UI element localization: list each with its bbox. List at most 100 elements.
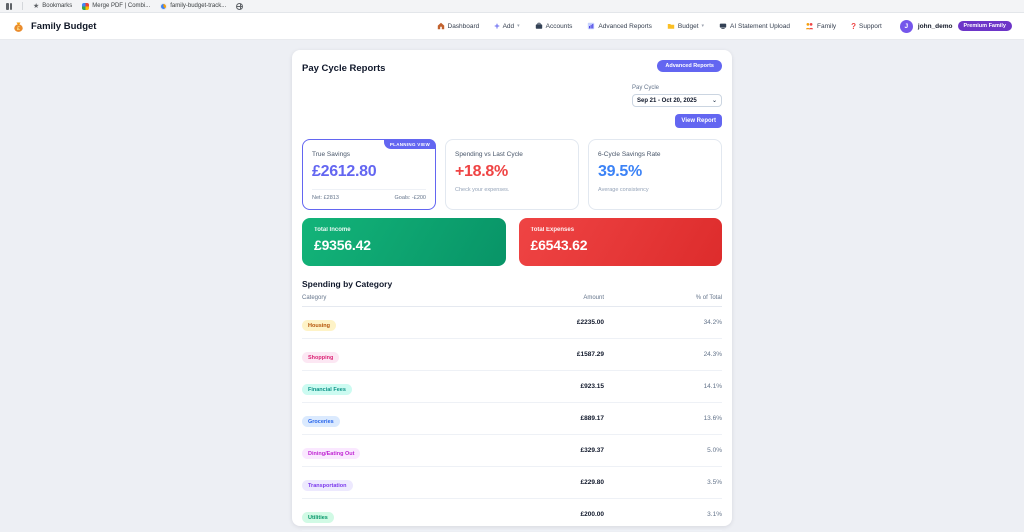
money-bag-logo-icon: £ <box>14 21 23 32</box>
bookmark-bookmarks[interactable]: ★ Bookmarks <box>33 3 72 10</box>
tab-groups-icon[interactable] <box>6 2 12 10</box>
briefcase-icon <box>535 22 542 29</box>
star-icon: ★ <box>33 2 40 10</box>
family-budget-favicon-icon <box>160 2 168 10</box>
amount-cell: £889.17 <box>580 415 605 422</box>
spending-vs-last-cycle-card: Spending vs Last Cycle +18.8% Check your… <box>445 139 579 210</box>
pay-cycle-select[interactable]: Sep 21 - Oct 20, 2025 ⌄ <box>632 94 722 107</box>
nav-add[interactable]: + Add ▾ <box>494 20 520 31</box>
pay-cycle-label: Pay Cycle <box>632 85 660 91</box>
nav-advanced-reports[interactable]: Advanced Reports <box>587 22 652 30</box>
category-pill: Financial Fees <box>302 384 352 395</box>
amount-cell: £1587.29 <box>576 351 604 358</box>
nav-family[interactable]: Family <box>805 22 836 30</box>
total-income-card: Total Income £9356.42 <box>302 218 506 266</box>
amount-cell: £200.00 <box>580 511 605 518</box>
total-income-value: £9356.42 <box>314 237 371 253</box>
report-controls: Advanced Reports Pay Cycle Sep 21 - Oct … <box>632 60 722 128</box>
user-menu[interactable]: J john_demo Premium Family <box>899 19 1012 33</box>
bookmark-merge-pdf[interactable]: Merge PDF | Combi... <box>82 2 151 10</box>
amount-cell: £229.80 <box>580 479 605 486</box>
totals-row: Total Income £9356.42 Total Expenses £65… <box>302 218 722 266</box>
true-savings-card: PLANNING VIEW True Savings £2612.80 Net:… <box>302 139 436 210</box>
amount-cell: £329.37 <box>580 447 605 454</box>
plus-icon: + <box>494 20 500 31</box>
category-pill: Housing <box>302 320 336 331</box>
select-caret-icon: ⌄ <box>711 98 717 104</box>
chart-icon <box>588 22 595 30</box>
app-header: £ Family Budget Dashboard + Add ▾ Accoun… <box>0 13 1024 40</box>
advanced-reports-badge[interactable]: Advanced Reports <box>657 60 722 72</box>
bookmark-label: family-budget-track... <box>170 3 227 9</box>
pay-cycle-selected-value: Sep 21 - Oct 20, 2025 <box>637 97 697 104</box>
folder-icon <box>667 24 675 29</box>
stat-label: 6-Cycle Savings Rate <box>598 151 661 158</box>
percent-cell: 34.2% <box>703 319 722 326</box>
svg-text:£: £ <box>17 26 20 32</box>
percent-cell: 24.3% <box>703 351 722 358</box>
table-row: Transportation £229.80 3.5% <box>302 467 722 499</box>
percent-cell: 3.5% <box>707 479 722 486</box>
divider <box>22 2 23 10</box>
category-pill: Groceries <box>302 416 340 427</box>
bookmarks-bar: ★ Bookmarks Merge PDF | Combi... family-… <box>0 0 1024 13</box>
net-value: Net: £2813 <box>312 195 339 201</box>
category-pill: Shopping <box>302 352 340 363</box>
premium-plan-badge: Premium Family <box>957 21 1012 31</box>
nav-dashboard[interactable]: Dashboard <box>437 22 479 30</box>
upload-device-icon <box>719 23 727 29</box>
username: john_demo <box>917 22 953 30</box>
total-expenses-card: Total Expenses £6543.62 <box>518 218 722 266</box>
col-percent: % of Total <box>695 295 722 301</box>
bookmark-label: Bookmarks <box>42 3 73 9</box>
true-savings-value: £2612.80 <box>312 163 377 180</box>
app-brand[interactable]: £ Family Budget <box>12 20 96 33</box>
main-content: Pay Cycle Reports Advanced Reports Pay C… <box>0 40 1024 532</box>
nav-accounts[interactable]: Accounts <box>535 22 572 30</box>
amount-cell: £923.15 <box>580 383 605 390</box>
table-row: Financial Fees £923.15 14.1% <box>302 371 722 403</box>
nav-budget[interactable]: Budget ▾ <box>667 22 704 30</box>
people-icon <box>805 23 814 30</box>
percent-cell: 13.6% <box>703 415 722 422</box>
main-nav: Dashboard + Add ▾ Accounts Advanced Repo… <box>437 20 882 31</box>
planning-view-badge: PLANNING VIEW <box>383 139 436 149</box>
view-report-button[interactable]: View Report <box>675 114 722 128</box>
pay-cycle-report-card: Pay Cycle Reports Advanced Reports Pay C… <box>292 50 732 531</box>
true-savings-breakdown: Net: £2813 Goals: -£200 <box>312 189 426 201</box>
page-title: Pay Cycle Reports <box>302 63 386 74</box>
stat-note: Check your expenses. <box>455 187 510 193</box>
stat-cards-row: PLANNING VIEW True Savings £2612.80 Net:… <box>302 139 722 210</box>
amount-cell: £2235.00 <box>576 319 604 326</box>
table-row: Groceries £889.17 13.6% <box>302 403 722 435</box>
stat-label: Spending vs Last Cycle <box>455 151 523 158</box>
goals-value: Goals: -£200 <box>394 195 427 201</box>
col-category: Category <box>302 295 327 301</box>
table-row: Dining/Eating Out £329.37 5.0% <box>302 435 722 467</box>
table-header: Category Amount % of Total <box>302 289 722 307</box>
total-expenses-value: £6543.62 <box>530 237 588 253</box>
nav-ai-statement-upload[interactable]: AI Statement Upload <box>719 22 790 30</box>
report-header: Pay Cycle Reports Advanced Reports Pay C… <box>302 60 722 128</box>
table-row: Housing £2235.00 34.2% <box>302 307 722 339</box>
bookmark-family-budget[interactable]: family-budget-track... <box>160 2 227 10</box>
stat-note: Average consistency <box>598 187 649 193</box>
nav-support[interactable]: ? Support <box>851 21 882 31</box>
bookmark-label: Merge PDF | Combi... <box>92 3 151 9</box>
category-pill: Dining/Eating Out <box>302 448 361 459</box>
chevron-down-icon: ▾ <box>517 23 520 29</box>
app-title: Family Budget <box>31 20 97 32</box>
globe-icon[interactable] <box>236 2 244 10</box>
spending-vs-last-value: +18.8% <box>455 163 508 180</box>
percent-cell: 5.0% <box>707 447 722 454</box>
home-icon <box>437 22 444 30</box>
spending-section-title: Spending by Category <box>302 279 393 289</box>
savings-rate-card: 6-Cycle Savings Rate 39.5% Average consi… <box>588 139 722 210</box>
total-expenses-label: Total Expenses <box>530 227 575 233</box>
percent-cell: 14.1% <box>703 383 722 390</box>
table-row: Shopping £1587.29 24.3% <box>302 339 722 371</box>
category-pill: Utilities <box>302 512 334 523</box>
avatar: J <box>899 19 913 33</box>
stat-label: True Savings <box>312 151 351 158</box>
table-row: Utilities £200.00 3.1% <box>302 499 722 531</box>
